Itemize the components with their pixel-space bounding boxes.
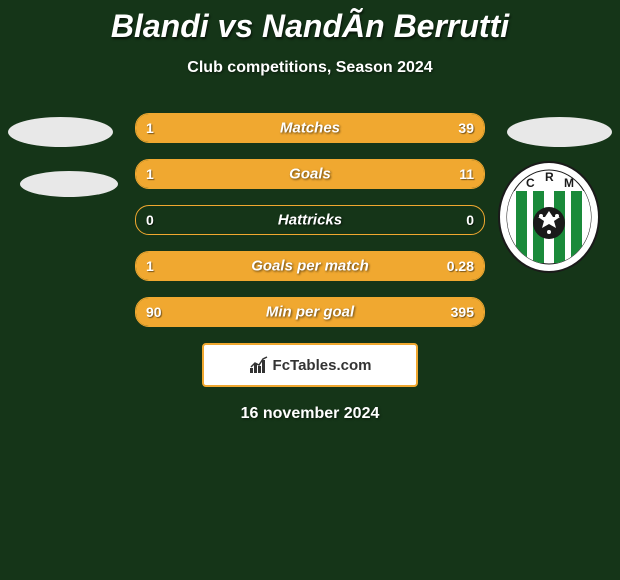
stat-label: Matches xyxy=(280,120,340,137)
stat-row: 1 39 Matches xyxy=(135,113,485,143)
player-right-avatar xyxy=(507,117,612,147)
stat-bars: 139Matches111Goals00Hattricks10.28Goals … xyxy=(135,113,485,327)
stat-value-left: 0 xyxy=(146,212,154,228)
footer-branding: FcTables.com xyxy=(202,343,418,387)
stat-value-right: 11 xyxy=(459,166,474,182)
stat-value-right: 0.28 xyxy=(447,258,474,274)
stat-value-right: 0 xyxy=(466,212,474,228)
stat-row: 0 0 Hattricks xyxy=(135,205,485,235)
chart-icon xyxy=(249,356,269,374)
date-label: 16 november 2024 xyxy=(0,405,620,423)
stat-value-right: 39 xyxy=(458,120,474,136)
player-left-avatar xyxy=(8,117,113,147)
svg-text:C: C xyxy=(526,176,535,190)
bar-fill-right xyxy=(206,114,484,142)
stat-value-right: 395 xyxy=(451,304,474,320)
stat-value-left: 1 xyxy=(146,258,154,274)
stat-label: Goals per match xyxy=(251,258,369,275)
bar-fill-right xyxy=(206,160,484,188)
comparison-title: Blandi vs NandÃn Berrutti xyxy=(0,0,620,45)
stat-row: 90 395 Min per goal xyxy=(135,297,485,327)
content-area: C R M 139Matches111Goals00Hattricks10.28… xyxy=(0,113,620,423)
stat-row: 111Goals xyxy=(135,159,485,189)
stat-row: 1 0.28 Goals per match xyxy=(135,251,485,281)
stat-label: Min per goal xyxy=(266,304,354,321)
svg-text:R: R xyxy=(545,170,554,184)
subtitle: Club competitions, Season 2024 xyxy=(0,59,620,77)
stat-label: Hattricks xyxy=(278,212,342,229)
stat-value-left: 1 xyxy=(146,120,154,136)
stat-value-left: 90 xyxy=(146,304,162,320)
player-right-club-badge: C R M xyxy=(498,161,600,273)
stat-label: Goals xyxy=(289,166,331,183)
player-left-club-avatar xyxy=(20,171,118,197)
footer-brand-text: FcTables.com xyxy=(273,357,372,374)
svg-text:M: M xyxy=(564,176,574,190)
stat-value-left: 1 xyxy=(146,166,154,182)
